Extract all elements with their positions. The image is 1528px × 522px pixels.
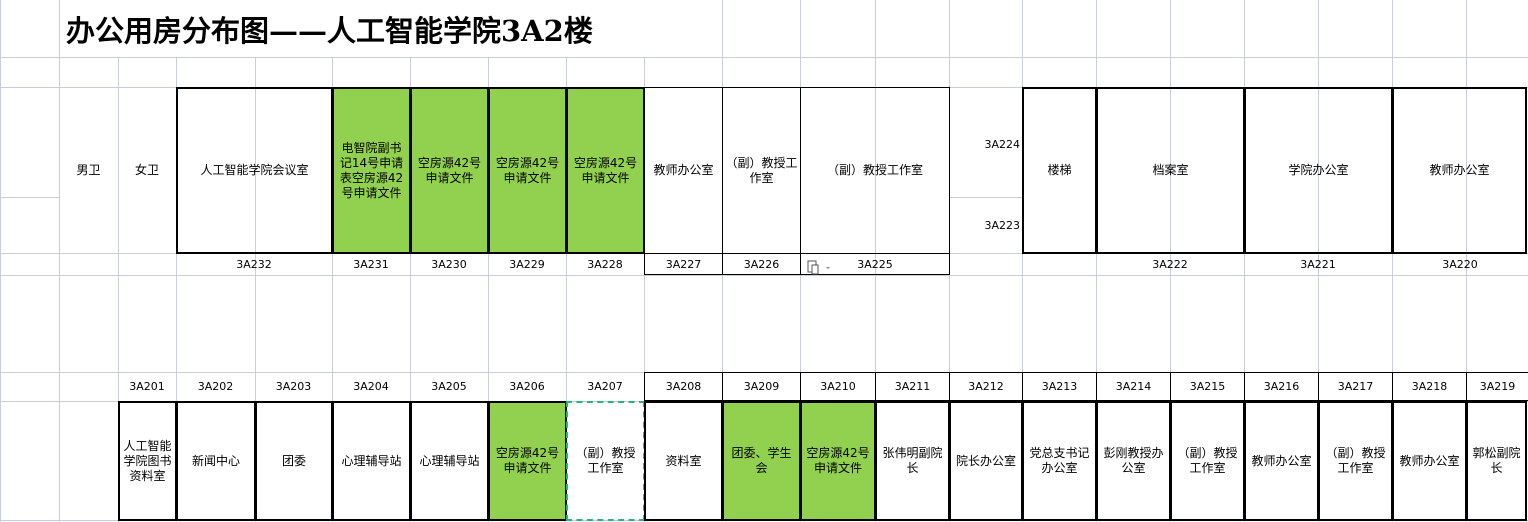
- room-cell[interactable]: 电智院副书记14号申请表空房源42号申请文件: [332, 87, 411, 254]
- sheet-title[interactable]: 办公用房分布图——人工智能学院3A2楼: [60, 0, 686, 57]
- room-number[interactable]: 3A216: [1244, 372, 1319, 401]
- room-cell[interactable]: 心理辅导站: [410, 401, 489, 521]
- gridline: [1170, 0, 1171, 522]
- gridline: [0, 0, 1, 522]
- room-cell[interactable]: 教师办公室: [1392, 87, 1527, 254]
- room-cell[interactable]: （副）教授工作室: [566, 401, 645, 521]
- room-number[interactable]: 3A214: [1096, 372, 1171, 401]
- gridline: [0, 57, 1528, 58]
- gridline: [1318, 0, 1319, 522]
- room-number[interactable]: 3A210: [800, 372, 876, 401]
- room-number[interactable]: 3A228: [587, 257, 623, 271]
- room-cell[interactable]: 楼梯: [1022, 87, 1097, 254]
- room-cell[interactable]: （副）教授工作室: [722, 87, 801, 254]
- room-cell[interactable]: 档案室: [1096, 87, 1245, 254]
- room-number[interactable]: 3A212: [949, 372, 1023, 401]
- room-cell[interactable]: 郭松副院长: [1466, 401, 1527, 521]
- room-cell[interactable]: 团委: [255, 401, 333, 521]
- room-number[interactable]: 3A218: [1392, 372, 1467, 401]
- room-cell[interactable]: 张伟明副院长: [875, 401, 950, 521]
- gridline: [118, 0, 119, 522]
- room-number[interactable]: 3A201: [129, 380, 165, 393]
- room-number[interactable]: 3A204: [353, 380, 389, 393]
- room-cell[interactable]: 教师办公室: [1244, 401, 1319, 521]
- gridline: [875, 0, 876, 522]
- room-number[interactable]: 3A213: [1022, 372, 1097, 401]
- room-number[interactable]: 3A219: [1466, 372, 1528, 401]
- room-cell[interactable]: 团委、学生会: [722, 401, 801, 521]
- gridline: [332, 0, 333, 522]
- room-cell[interactable]: 空房源42号申请文件: [566, 87, 645, 254]
- gridline: [176, 0, 177, 522]
- room-number[interactable]: 3A223: [984, 219, 1020, 232]
- room-number[interactable]: 3A220: [1442, 257, 1478, 271]
- room-cell[interactable]: 学院办公室: [1244, 87, 1393, 254]
- gridline: [1466, 0, 1467, 522]
- room-cell[interactable]: 彭刚教授办公室: [1096, 401, 1171, 521]
- gridline: [59, 0, 60, 522]
- room-cell[interactable]: 资料室: [644, 401, 723, 521]
- room-number[interactable]: 3A229: [509, 257, 545, 271]
- room-cell[interactable]: 新闻中心: [176, 401, 256, 521]
- gridline: [410, 0, 411, 522]
- clipboard-icon[interactable]: [807, 259, 830, 275]
- room-cell[interactable]: 女卫: [134, 163, 159, 177]
- room-number[interactable]: 3A208: [644, 372, 723, 401]
- room-number[interactable]: 3A211: [875, 372, 950, 401]
- gridline: [1244, 0, 1245, 522]
- room-cell[interactable]: 教师办公室: [1392, 401, 1467, 521]
- room-number[interactable]: 3A215: [1170, 372, 1245, 401]
- gridline: [0, 275, 1528, 276]
- room-number[interactable]: 3A203: [275, 380, 312, 393]
- room-cell[interactable]: 空房源42号申请文件: [488, 401, 567, 521]
- room-number[interactable]: 3A231: [353, 257, 389, 271]
- room-number[interactable]: 3A217: [1318, 372, 1393, 401]
- room-cell[interactable]: （副）教授工作室: [1170, 401, 1245, 521]
- room-number[interactable]: 3A225: [800, 253, 950, 275]
- gridline: [1022, 0, 1023, 522]
- gridline: [566, 0, 567, 522]
- gridline: [488, 0, 489, 522]
- room-number[interactable]: 3A207: [587, 380, 623, 393]
- room-cell[interactable]: 人工智能学院会议室: [176, 87, 333, 254]
- room-number[interactable]: 3A224: [984, 138, 1020, 151]
- room-cell[interactable]: 院长办公室: [949, 401, 1023, 521]
- room-cell[interactable]: （副）教授工作室: [1318, 401, 1393, 521]
- room-cell[interactable]: 党总支书记办公室: [1022, 401, 1097, 521]
- room-number[interactable]: 3A202: [197, 380, 234, 393]
- room-number[interactable]: 3A226: [722, 253, 801, 275]
- room-number[interactable]: 3A230: [431, 257, 467, 271]
- room-cell[interactable]: 人工智能学院图书资料室: [118, 401, 177, 521]
- room-cell[interactable]: （副）教授工作室: [800, 87, 950, 254]
- room-cell[interactable]: 心理辅导站: [332, 401, 411, 521]
- room-number[interactable]: 3A227: [644, 253, 723, 275]
- gridline: [1096, 0, 1097, 522]
- gridline: [1392, 0, 1393, 522]
- gridline: [255, 0, 256, 522]
- room-cell[interactable]: 男卫: [76, 163, 101, 177]
- room-cell[interactable]: 空房源42号申请文件: [488, 87, 567, 254]
- room-number[interactable]: 3A206: [509, 380, 545, 393]
- room-number[interactable]: 3A209: [722, 372, 801, 401]
- room-number[interactable]: 3A232: [236, 257, 272, 271]
- room-cell[interactable]: 空房源42号申请文件: [800, 401, 876, 521]
- room-number[interactable]: 3A205: [431, 380, 467, 393]
- room-number[interactable]: 3A221: [1300, 257, 1336, 271]
- room-cell[interactable]: 空房源42号申请文件: [410, 87, 489, 254]
- room-cell[interactable]: 教师办公室: [644, 87, 723, 254]
- room-number[interactable]: 3A222: [1152, 257, 1188, 271]
